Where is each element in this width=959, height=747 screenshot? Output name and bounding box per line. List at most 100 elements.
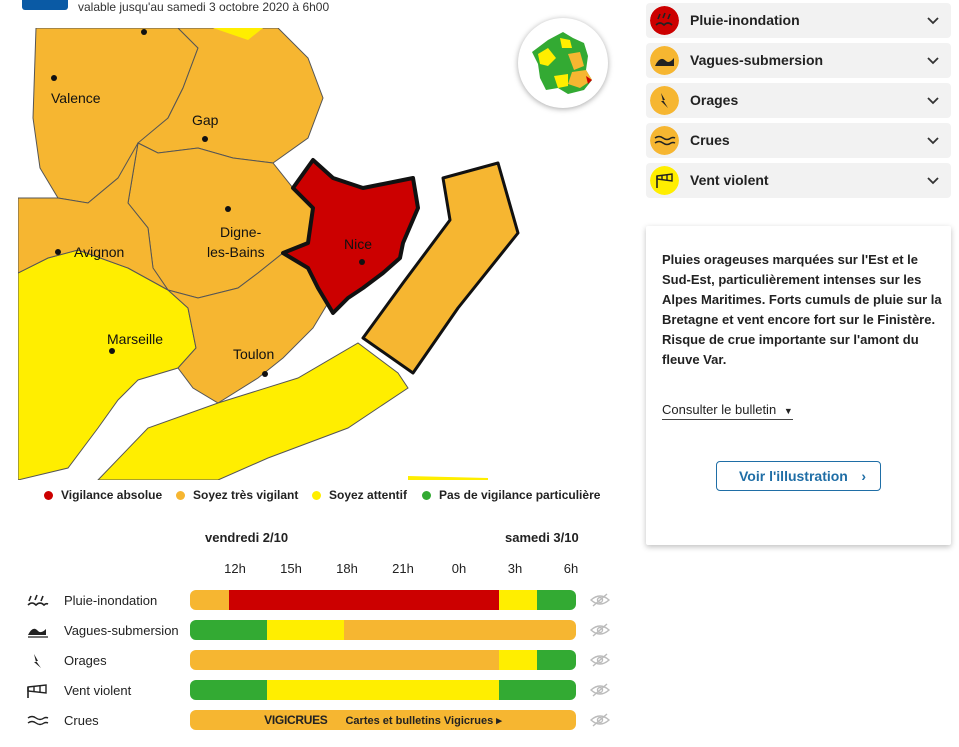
risk-label: Pluie-inondation <box>690 12 800 28</box>
risk-label: Crues <box>690 132 730 148</box>
legend-label: Soyez attentif <box>329 488 408 502</box>
day-label-friday: vendredi 2/10 <box>205 530 289 545</box>
risk-item-storms[interactable]: Orages <box>646 83 951 118</box>
flood-icon <box>27 715 49 726</box>
chevron-right-icon: › <box>861 468 866 484</box>
lightning-icon <box>34 654 41 668</box>
hour-label: 6h <box>563 561 579 576</box>
chevron-down-icon[interactable] <box>927 15 939 27</box>
timeline-segment <box>498 680 576 700</box>
hour-label: 3h <box>507 561 523 576</box>
timeline-bar-floods[interactable]: VIGICRUES Cartes et bulletins Vigicrues … <box>190 710 576 730</box>
hour-label: 18h <box>336 561 358 576</box>
lightning-icon <box>650 86 679 115</box>
city-dot <box>55 249 61 255</box>
legend-item-red: Vigilance absolue <box>44 488 162 502</box>
rain-flood-icon <box>650 6 679 35</box>
caret-down-icon: ▼ <box>783 406 793 416</box>
city-label-gap: Gap <box>192 112 219 128</box>
timeline-segment <box>344 620 576 640</box>
vigicrues-link[interactable]: Cartes et bulletins Vigicrues ▸ <box>345 714 502 727</box>
consult-bulletin-label: Consulter le bulletin <box>662 402 777 417</box>
wind-icon <box>27 684 47 698</box>
row-label-wind: Vent violent <box>64 683 132 698</box>
sea-zone-coast[interactable] <box>97 342 409 480</box>
timeline-segment <box>190 680 268 700</box>
row-label-floods: Crues <box>64 713 99 728</box>
waves-icon <box>28 628 48 638</box>
timeline-segment <box>190 620 268 640</box>
eye-off-icon[interactable] <box>589 652 611 668</box>
sea-zone-offshore[interactable] <box>361 161 520 375</box>
eye-off-icon[interactable] <box>589 682 611 698</box>
city-label-toulon: Toulon <box>233 346 275 362</box>
header-bar: valable jusqu'au samedi 3 octobre 2020 à… <box>0 0 630 20</box>
risk-item-rain-flood[interactable]: Pluie-inondation <box>646 3 951 38</box>
eye-off-icon[interactable] <box>589 592 611 608</box>
vigilance-legend: Vigilance absolue Soyez très vigilant So… <box>44 488 624 504</box>
timeline-segment <box>537 650 576 670</box>
legend-dot <box>176 490 185 500</box>
city-dot <box>109 348 115 354</box>
legend-dot <box>422 490 431 500</box>
consult-bulletin-link[interactable]: Consulter le bulletin ▼ <box>662 402 793 420</box>
chevron-down-icon[interactable] <box>927 175 939 187</box>
vigicrues-logo: VIGICRUES <box>264 713 328 727</box>
validity-text: valable jusqu'au samedi 3 octobre 2020 à… <box>78 0 330 14</box>
forecast-card: Pluies orageuses marquées sur l'Est et l… <box>646 226 951 545</box>
hour-label: 12h <box>224 561 246 576</box>
city-label-les-bains: les-Bains <box>207 244 265 260</box>
forecast-summary: Pluies orageuses marquées sur l'Est et l… <box>662 252 942 367</box>
view-illustration-label: Voir l'illustration <box>739 468 848 484</box>
timeline-bar-wind[interactable] <box>190 680 576 700</box>
eye-off-icon[interactable] <box>589 712 611 728</box>
day-label-saturday: samedi 3/10 <box>505 530 579 545</box>
timeline-bar-waves[interactable] <box>190 620 576 640</box>
france-minimap-button[interactable] <box>518 18 608 108</box>
risk-label: Vagues-submersion <box>690 52 824 68</box>
row-label-waves: Vagues-submersion <box>64 623 179 638</box>
city-dot <box>202 136 208 142</box>
flood-icon <box>650 126 679 155</box>
sea-zone-bottom <box>408 476 488 480</box>
risk-label: Orages <box>690 92 739 108</box>
chevron-down-icon[interactable] <box>927 135 939 147</box>
france-map-icon <box>532 32 592 94</box>
eye-off-icon[interactable] <box>589 622 611 638</box>
timeline-segment <box>267 620 345 640</box>
city-label-digne: Digne- <box>220 224 262 240</box>
timeline-bar-storms[interactable] <box>190 650 576 670</box>
rain-flood-icon <box>27 594 49 607</box>
city-label-marseille: Marseille <box>107 331 164 347</box>
timeline-segment <box>228 590 499 610</box>
legend-label: Pas de vigilance particulière <box>439 488 601 502</box>
risk-item-wind[interactable]: Vent violent <box>646 163 951 198</box>
region-alpes-maritimes[interactable] <box>281 158 420 315</box>
city-dot <box>359 259 365 265</box>
risk-item-waves[interactable]: Vagues-submersion <box>646 43 951 78</box>
region-var[interactable] <box>167 242 329 404</box>
chevron-down-icon[interactable] <box>927 55 939 67</box>
legend-dot <box>44 490 53 500</box>
header-badge <box>22 0 68 10</box>
hour-label: 0h <box>451 561 467 576</box>
timeline-segment <box>498 650 538 670</box>
wind-icon <box>650 166 679 195</box>
city-dot <box>225 206 231 212</box>
city-label-nice: Nice <box>344 236 373 252</box>
legend-item-orange: Soyez très vigilant <box>176 488 298 502</box>
row-label-rain: Pluie-inondation <box>64 593 158 608</box>
chevron-down-icon[interactable] <box>927 95 939 107</box>
risk-item-floods[interactable]: Crues <box>646 123 951 158</box>
view-illustration-button[interactable]: Voir l'illustration › <box>716 461 881 491</box>
region-top-yellow <box>213 28 263 40</box>
legend-label: Vigilance absolue <box>61 488 163 502</box>
vigicrues-banner[interactable]: VIGICRUES Cartes et bulletins Vigicrues … <box>190 710 576 730</box>
timeline-segment <box>190 590 229 610</box>
hour-label: 21h <box>392 561 414 576</box>
vigilance-map[interactable]: Valence Gap Digne- les-Bains Avignon Nic… <box>18 28 630 480</box>
hour-label: 15h <box>280 561 302 576</box>
legend-label: Soyez très vigilant <box>193 488 299 502</box>
city-dot <box>141 29 147 35</box>
timeline-bar-rain[interactable] <box>190 590 576 610</box>
